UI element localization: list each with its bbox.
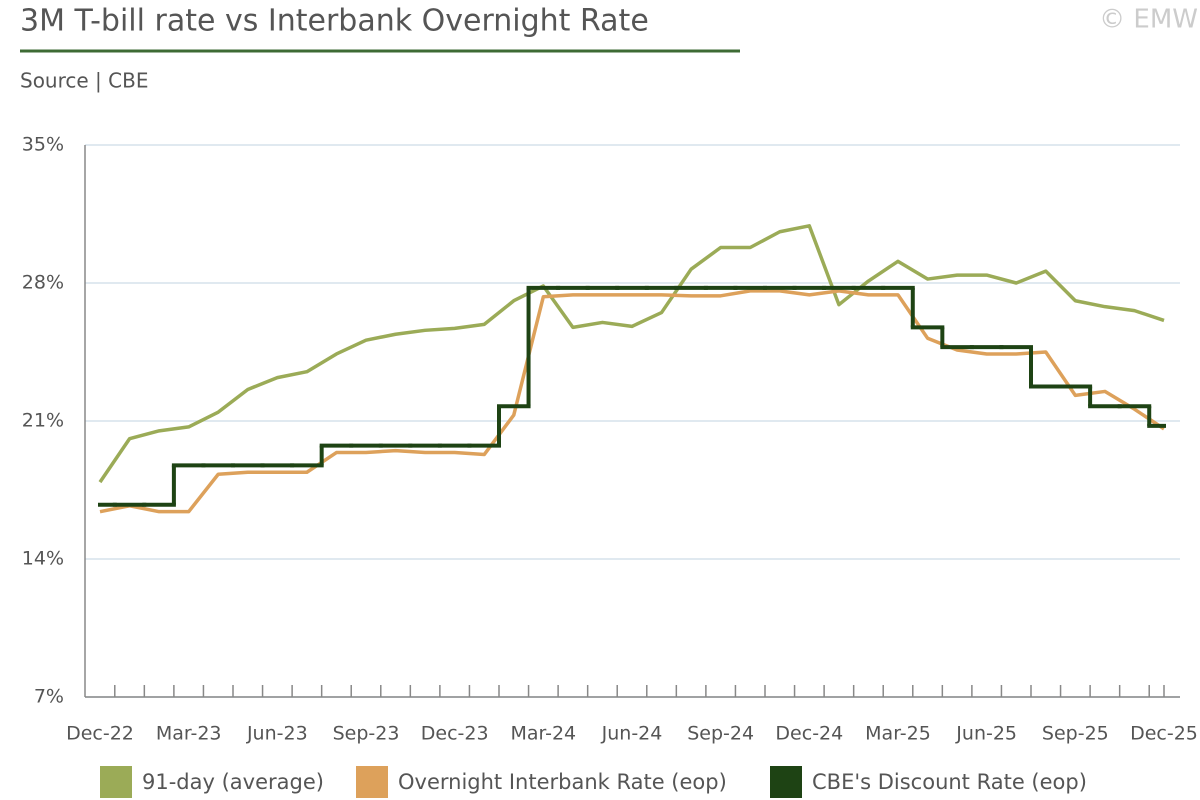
x-tick-label: Jun-25 [955,723,1017,745]
x-tick-label: Jun-24 [601,723,663,745]
x-tick-label: Jun-23 [246,723,308,745]
x-tick-label: Mar-23 [156,723,222,745]
x-tick-label: Dec-25 [1130,723,1198,745]
x-tick-label: Mar-24 [510,723,576,745]
y-tick-label: 28% [22,272,64,294]
chart-subtitle: Source | CBE [20,69,148,93]
x-tick-label: Dec-24 [775,723,843,745]
legend-swatch [100,766,132,798]
x-tick-label: Sep-25 [1042,723,1109,745]
legend-label: CBE's Discount Rate (eop) [812,770,1087,794]
legend-swatch [770,766,802,798]
chart-title: 3M T-bill rate vs Interbank Overnight Ra… [20,4,649,39]
series-line [98,224,1165,484]
legend-label: 91-day (average) [142,770,324,794]
watermark: © EMW [1099,5,1198,35]
x-tick-label: Sep-23 [333,723,400,745]
legend-label: Overnight Interbank Rate (eop) [398,770,727,794]
x-tick-label: Sep-24 [687,723,754,745]
x-tick-label: Mar-25 [865,723,931,745]
y-tick-label: 35% [22,134,64,156]
legend-swatch [356,766,388,798]
x-tick-label: Dec-23 [421,723,489,745]
series-line [99,289,1165,514]
y-tick-label: 14% [22,548,64,570]
x-tick-label: Dec-22 [66,723,134,745]
y-tick-label: 7% [34,686,64,708]
y-tick-label: 21% [22,410,64,432]
